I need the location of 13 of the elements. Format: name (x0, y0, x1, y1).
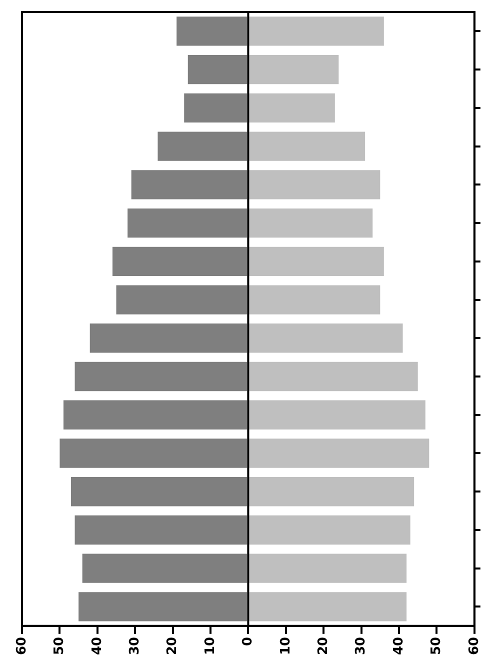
x-tick-label: 30 (127, 636, 142, 656)
x-tick-label: 40 (391, 636, 406, 656)
x-tick-label: 10 (202, 636, 218, 656)
x-tick-label: 50 (429, 636, 444, 656)
x-tick-label: 60 (466, 636, 482, 656)
x-tick-label: 30 (354, 636, 369, 656)
x-tick-label: 60 (14, 636, 30, 656)
x-tick-label: 20 (165, 636, 180, 656)
x-tick-label: 50 (52, 636, 68, 656)
x-tick-label: 10 (278, 636, 294, 656)
x-tick-label: 0 (240, 636, 256, 646)
x-tick-label: 40 (90, 636, 105, 656)
x-tick-label: 20 (316, 636, 331, 656)
